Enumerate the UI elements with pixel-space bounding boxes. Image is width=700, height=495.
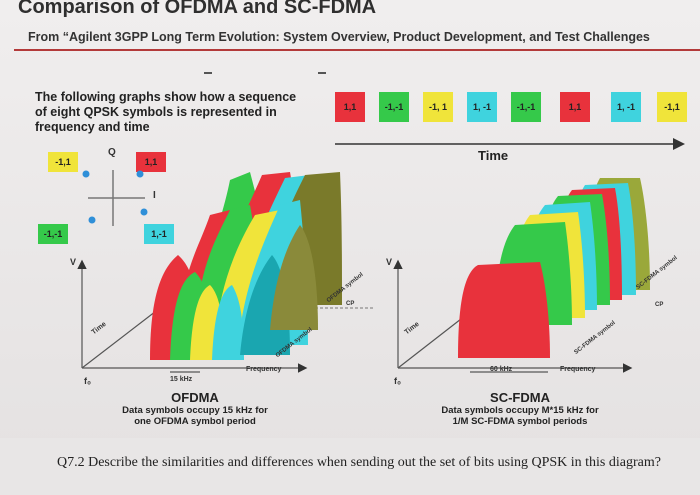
ofdma-spacing-label: 15 kHz: [170, 376, 193, 383]
ofdma-subcarriers: [150, 172, 342, 360]
constellation-symbol-3: -1,-1: [38, 224, 68, 244]
constellation-symbol-4: 1,-1: [144, 224, 174, 244]
q-axis-label: Q: [108, 147, 116, 158]
title-rule: [14, 49, 700, 51]
scfdma-caption-line2: 1/M SC-FDMA symbol periods: [452, 416, 588, 427]
symbol-4: 1, -1: [467, 92, 497, 122]
scfdma-blocks: [458, 178, 650, 358]
constellation-dot: [82, 170, 90, 178]
i-axis-label: I: [153, 190, 156, 201]
symbol-3: -1, 1: [423, 92, 453, 122]
symbol-5: -1,-1: [511, 92, 541, 122]
symbol-2: -1,-1: [379, 92, 409, 122]
ofdma-caption-title: OFDMA: [171, 390, 219, 405]
ofdma-scfdma-diagram: [77, 138, 685, 373]
symbol-7: 1, -1: [611, 92, 641, 122]
constellation-dot: [140, 208, 148, 216]
constellation-axes: [82, 170, 148, 226]
slide-subtitle: From “Agilent 3GPP Long Term Evolution: …: [28, 30, 650, 44]
decor-dash: [204, 72, 212, 74]
time-label: Time: [478, 148, 509, 163]
constellation-dot: [136, 170, 144, 178]
ofdma-f0-label: f₀: [84, 376, 92, 386]
scfdma-v-axis-label: V: [386, 257, 393, 267]
constellation-symbol-2: 1,1: [136, 152, 166, 172]
constellation-symbol-1: -1,1: [48, 152, 78, 172]
ofdma-caption-line2: one OFDMA symbol period: [134, 416, 256, 427]
scfdma-f0-label: f₀: [394, 376, 402, 386]
ofdma-cp-tag: CP: [346, 301, 355, 307]
scfdma-caption-line1: Data symbols occupy M*15 kHz for: [441, 405, 599, 416]
symbol-8: -1,1: [657, 92, 687, 122]
question-area: [0, 438, 700, 495]
scfdma-caption: SC-FDMA Data symbols occupy M*15 kHz for…: [420, 390, 620, 427]
ofdma-v-axis-label: V: [70, 257, 77, 267]
scfdma-freq-axis-label: Frequency: [560, 366, 596, 373]
symbol-6: 1,1: [560, 92, 590, 122]
scfdma-axes: [393, 259, 633, 373]
scfdma-bandwidth-label: 60 kHz: [490, 366, 513, 373]
scfdma-cp-tag: CP: [655, 302, 664, 308]
scfdma-caption-title: SC-FDMA: [490, 390, 550, 405]
ofdma-caption-line1: Data symbols occupy 15 kHz for: [122, 405, 268, 416]
intro-text: The following graphs show how a sequence…: [35, 90, 297, 134]
question-text: Q7.2 Describe the similarities and diffe…: [57, 455, 661, 470]
decor-dash: [318, 72, 326, 74]
qpsk-constellation: -1,1 1,1 -1,-1 1,-1 Q I: [38, 140, 188, 250]
symbol-1: 1,1: [335, 92, 365, 122]
slide-title: Comparison of OFDMA and SC-FDMA: [18, 0, 377, 18]
ofdma-caption: OFDMA Data symbols occupy 15 kHz for one…: [100, 390, 290, 427]
constellation-dot: [88, 216, 96, 224]
ofdma-freq-axis-label: Frequency: [246, 366, 282, 373]
